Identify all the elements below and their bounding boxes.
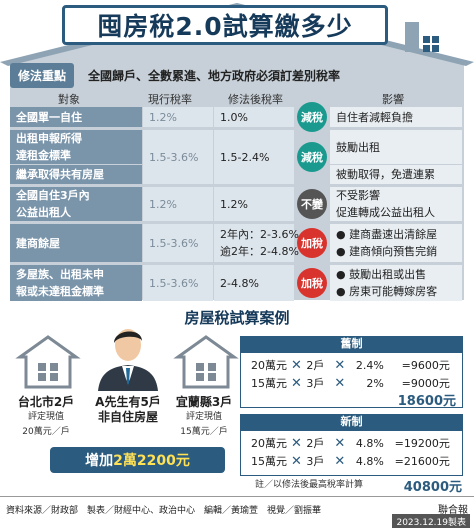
object-cell: 全國自住3戶內 公益出租人	[10, 187, 142, 221]
increase-badge: 增加 2萬2200元	[50, 447, 225, 473]
old-panel: 20萬元 ✕ 2戶 ✕ 2.4% =9600元 15萬元 ✕ 3戶 ✕ 2% =9000元 …	[240, 352, 463, 409]
object-cell: 建商餘屋	[10, 224, 142, 262]
table-row: 全國單一自住 1.2% 1.0% 減稅 自住者減輕負擔	[10, 102, 462, 132]
current-rate: 1.2%	[143, 107, 213, 127]
current-rate: 1.5-3.6%	[143, 265, 213, 301]
effect-cell: 加稅	[295, 268, 329, 298]
center-sub: 非自住房屋	[97, 410, 158, 424]
new-rate: 1.0%	[214, 107, 294, 127]
object-cell: 出租申報所得 達租金標準	[10, 130, 142, 164]
current-rate: 1.5-3.6%	[143, 224, 213, 262]
footer-credit: 資料來源／財政部 製表／財經中心、政治中心 編輯／黃瑜萱 視覺／劉振華	[6, 506, 322, 516]
new-total: 40800元	[403, 480, 462, 495]
right-sub: 評定現值	[185, 412, 222, 422]
impact-cell: ● 鼓勵出租或出售 ● 房東可能轉嫁房客	[330, 265, 462, 301]
table-row: 出租申報所得 達租金標準 繼承取得共有房屋 1.5-3.6% 1.5-2.4% 減…	[10, 130, 462, 184]
old-calc-line: 20萬元 ✕ 2戶 ✕ 2.4% =9600元	[251, 358, 450, 373]
object-cell: 多屋族、出租未申 報或未達租金標準	[10, 265, 142, 301]
current-rate: 1.2%	[143, 187, 213, 221]
table-row: 全國自住3戶內 公益出租人 1.2% 1.2% 不變 不受影響 促進轉成公益出租人	[10, 187, 462, 221]
new-rate: 2年內：2-3.6% 逾2年：2-4.8%	[214, 224, 299, 262]
new-rate: 2-4.8%	[214, 265, 294, 301]
effect-cell: 減稅	[295, 102, 329, 132]
house-icon	[15, 335, 81, 389]
header-object: 對象	[58, 93, 80, 106]
center-label: A先生有5戶 非自住房屋	[82, 395, 174, 425]
impact-cell: 被動取得，免遭連累	[330, 165, 462, 184]
header-current: 現行稅率	[148, 93, 192, 106]
increase-value: 2萬2200元	[113, 453, 190, 469]
impact-cell: ● 建商盡速出清餘屋 ● 建商傾向預售完銷	[330, 224, 462, 262]
right-label: 宜蘭縣3戶 評定現值 15萬元／戶	[160, 395, 248, 440]
case-title: 房屋稅試算案例	[184, 309, 290, 327]
effect-badge: 減稅	[297, 142, 327, 172]
effect-cell: 加稅	[295, 228, 329, 258]
effect-cell: 不變	[295, 189, 329, 219]
new-calc-line: 20萬元 ✕ 2戶 ✕ 4.8% =19200元	[251, 436, 450, 451]
effect-badge: 加稅	[297, 268, 327, 298]
center-name: A先生有5戶	[95, 395, 161, 409]
page-title: 囤房稅2.0試算繳多少	[97, 12, 353, 41]
footer-date: 2023.12.19製表	[392, 514, 470, 528]
header-new: 修法後稅率	[228, 93, 283, 106]
table-row: 多屋族、出租未申 報或未達租金標準 1.5-3.6% 2-4.8% 加稅 ● 鼓勵…	[10, 265, 462, 301]
impact-cell: 自住者減輕負擔	[330, 107, 462, 127]
current-rate: 1.5-3.6%	[143, 130, 213, 184]
old-total: 18600元	[397, 394, 456, 409]
house-icon	[173, 335, 239, 389]
effect-badge: 減稅	[297, 102, 327, 132]
page-title-box: 囤房稅2.0試算繳多少	[62, 5, 388, 45]
left-name: 台北市2戶	[17, 395, 75, 409]
new-calc-line: 15萬元 ✕ 3戶 ✕ 4.8% =21600元	[251, 454, 450, 469]
footer-brand: 聯合報	[438, 505, 468, 516]
new-panel: 20萬元 ✕ 2戶 ✕ 4.8% =19200元 15萬元 ✕ 3戶 ✕ 4.8% =216…	[240, 430, 463, 476]
table-row: 建商餘屋 1.5-3.6% 2年內：2-3.6% 逾2年：2-4.8% 加稅 ● …	[10, 224, 462, 262]
effect-badge: 加稅	[297, 228, 327, 258]
old-panel-title: 舊制	[240, 336, 463, 352]
reform-text: 全國歸戶、全數累進、地方政府必須訂差別稅率	[88, 68, 341, 83]
left-value: 20萬元／戶	[22, 427, 70, 437]
effect-cell: 減稅	[295, 142, 329, 172]
increase-prefix: 增加	[85, 453, 114, 469]
impact-cell: 不受影響 促進轉成公益出租人	[330, 187, 462, 221]
old-calc-line: 15萬元 ✕ 3戶 ✕ 2% =9000元	[251, 376, 450, 391]
impact-cell: 鼓勵出租	[330, 130, 462, 164]
effect-badge: 不變	[297, 189, 327, 219]
header-impact: 影響	[382, 93, 404, 106]
reform-badge: 修法重點	[10, 62, 75, 88]
right-value: 15萬元／戶	[180, 427, 228, 437]
new-panel-title: 新制	[240, 414, 463, 430]
reform-bar: 修法重點 全國歸戶、全數累進、地方政府必須訂差別稅率	[10, 62, 462, 88]
footnote: 註／以修法後最高稅率計算	[255, 480, 364, 490]
footer: 資料來源／財政部 製表／財經中心、政治中心 編輯／黃瑜萱 視覺／劉振華 聯合報 …	[0, 496, 474, 528]
object-cell: 繼承取得共有房屋	[10, 165, 142, 184]
window-icon	[423, 36, 439, 52]
left-label: 台北市2戶 評定現值 20萬元／戶	[4, 395, 88, 440]
object-cell: 全國單一自住	[10, 107, 142, 127]
person-icon	[98, 329, 158, 391]
new-rate: 1.5-2.4%	[214, 130, 294, 184]
right-name: 宜蘭縣3戶	[175, 395, 233, 409]
new-rate: 1.2%	[214, 187, 294, 221]
left-sub: 評定現值	[27, 412, 64, 422]
